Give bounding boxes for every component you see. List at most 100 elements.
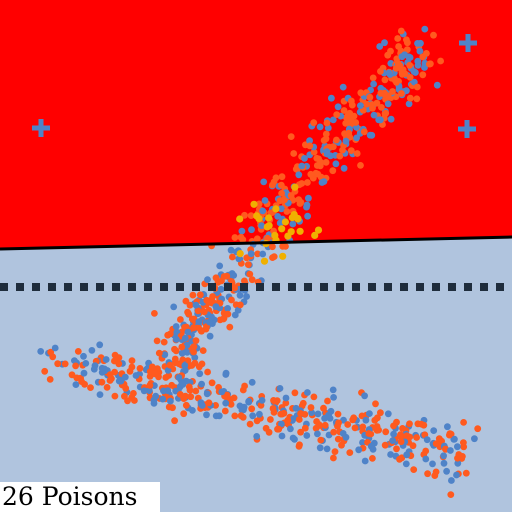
class-b-point (212, 402, 220, 409)
class-b-point (204, 368, 212, 376)
class-b-point (155, 349, 163, 357)
class-a-point (416, 47, 424, 55)
class-b-point (151, 370, 159, 378)
class-a-point (145, 387, 153, 394)
class-b-point (198, 360, 206, 368)
class-b-point (304, 179, 311, 186)
class-b-point (432, 440, 440, 447)
class-b-point (359, 423, 367, 431)
class-a-point (236, 402, 244, 410)
class-a-point (258, 397, 266, 404)
class-b-point (460, 419, 467, 426)
class-b-point (292, 165, 300, 173)
class-a-point (422, 455, 430, 463)
class-b-point (413, 434, 420, 441)
class-b-point (196, 291, 204, 299)
class-a-point (192, 301, 200, 309)
class-b-point (197, 327, 205, 334)
class-b-point (248, 276, 256, 284)
class-a-point (287, 425, 294, 433)
poison-point (265, 214, 273, 222)
class-a-point (295, 171, 303, 179)
class-b-point (190, 348, 198, 356)
class-b-point (166, 361, 174, 369)
class-b-point (98, 378, 106, 386)
class-b-point (346, 449, 354, 456)
class-b-point (287, 192, 295, 199)
class-b-point (348, 101, 356, 109)
class-b-point (339, 146, 346, 154)
class-a-point (304, 389, 311, 396)
class-b-point (46, 376, 54, 383)
poison-point (263, 223, 271, 231)
class-b-point (290, 150, 298, 157)
class-b-point (423, 50, 430, 57)
class-a-point (376, 43, 384, 50)
class-b-point (192, 337, 200, 344)
class-b-point (384, 51, 392, 59)
class-a-point (298, 162, 306, 170)
class-a-point (208, 313, 216, 321)
class-a-point (195, 318, 203, 326)
class-b-point (136, 365, 144, 372)
poison-count-label: 26 Poisons (0, 482, 160, 512)
class-a-point (328, 94, 335, 102)
class-b-point (282, 243, 289, 250)
class-b-point (393, 445, 400, 453)
class-b-point (314, 170, 322, 178)
class-b-point (165, 372, 173, 379)
class-b-point (340, 107, 348, 114)
class-b-point (246, 420, 254, 428)
class-b-point (237, 233, 245, 241)
class-b-point (284, 416, 292, 424)
class-b-point (291, 389, 299, 397)
class-b-point (189, 291, 197, 299)
class-b-point (351, 424, 359, 432)
class-a-point (203, 411, 210, 419)
class-b-point (239, 413, 247, 421)
class-b-point (188, 362, 196, 369)
class-a-point (366, 410, 373, 417)
class-b-point (333, 111, 341, 118)
class-a-point (140, 387, 148, 395)
class-a-point (181, 334, 189, 342)
class-b-point (103, 384, 111, 391)
class-b-point (410, 466, 418, 473)
class-b-point (223, 272, 231, 280)
class-b-point (169, 404, 176, 412)
class-b-point (369, 104, 376, 112)
class-a-point (152, 392, 160, 400)
poison-point (284, 232, 292, 240)
class-b-point (317, 436, 325, 444)
class-a-point (453, 471, 460, 479)
class-a-point (440, 459, 448, 467)
class-b-point (41, 367, 49, 375)
class-a-point (443, 467, 450, 475)
class-b-point (320, 404, 327, 412)
class-b-point (287, 133, 295, 141)
class-a-point (320, 178, 328, 186)
class-b-point (333, 136, 340, 144)
class-b-point (186, 301, 194, 309)
class-a-point (91, 362, 99, 370)
class-a-point (72, 381, 80, 388)
class-b-point (248, 405, 256, 413)
class-a-point (387, 115, 395, 123)
class-b-point (269, 254, 276, 261)
class-b-point (381, 441, 389, 449)
class-b-point (180, 410, 188, 418)
class-a-point (381, 39, 388, 47)
class-a-point (471, 435, 478, 443)
class-b-point (226, 323, 234, 331)
class-b-point (267, 416, 274, 423)
poison-point (294, 214, 302, 223)
class-b-point (321, 421, 329, 429)
class-b-point (334, 435, 342, 443)
plus-marker (32, 119, 50, 137)
class-b-point (334, 410, 342, 418)
class-a-point (222, 399, 230, 407)
class-a-point (259, 207, 267, 215)
class-a-point (132, 372, 140, 379)
class-b-point (185, 383, 193, 391)
